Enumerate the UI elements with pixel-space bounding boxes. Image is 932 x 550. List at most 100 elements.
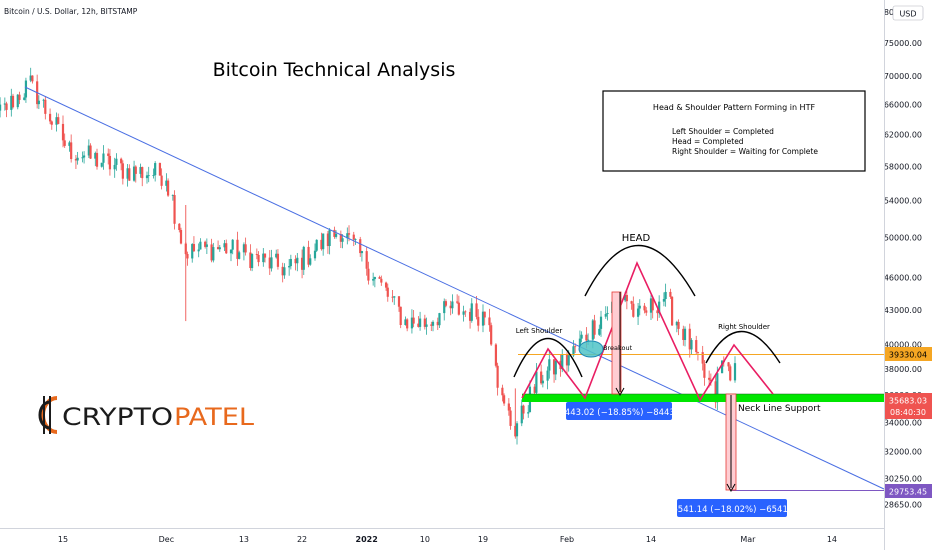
candle-body: [139, 167, 142, 174]
candle-body: [580, 334, 583, 339]
measure-1-box[interactable]: [611, 291, 622, 395]
left-shoulder-arc: [513, 337, 583, 378]
candle-body: [727, 362, 730, 367]
candle-body: [347, 233, 351, 235]
y-tick-label: 70000.00: [884, 72, 922, 81]
candle-body: [192, 244, 196, 252]
candle-body: [574, 346, 577, 348]
candle-body: [716, 373, 719, 403]
neckline-label: Neck Line Support: [738, 404, 821, 414]
candle-body: [289, 258, 292, 267]
x-tick-label: Dec: [159, 535, 174, 544]
candle-body: [346, 233, 349, 239]
time-axis[interactable]: 15 Dec 13 22 2022 10 19 Feb 14 Mar 14: [58, 535, 837, 544]
candle-body: [645, 310, 648, 313]
candle-body: [431, 321, 435, 326]
candle-body: [501, 387, 504, 396]
candle-body: [490, 325, 493, 345]
candle-body: [263, 253, 267, 258]
candle-body: [313, 250, 317, 259]
candle-body: [443, 301, 446, 314]
candle-body: [55, 117, 58, 125]
candle-body: [76, 157, 79, 161]
currency-badge[interactable]: [892, 5, 924, 21]
candle-body: [191, 244, 194, 259]
candle-body: [199, 241, 202, 250]
candle-body: [236, 239, 239, 259]
candle-body: [449, 305, 452, 309]
candle-body: [166, 180, 170, 196]
candle-body: [386, 287, 389, 297]
candle-body: [160, 175, 163, 186]
candle-body: [294, 258, 297, 264]
candle-body: [352, 234, 355, 240]
candle-body: [70, 142, 73, 160]
candle-body: [696, 352, 700, 353]
head-shoulders-zigzag[interactable]: [521, 260, 774, 402]
candle-body: [378, 277, 381, 279]
candle-body: [548, 359, 551, 371]
candle-body: [320, 239, 323, 250]
candle-body: [231, 239, 234, 250]
candle-body: [275, 253, 278, 258]
candle-body: [326, 233, 330, 247]
y-tick-label: 34000.00: [884, 418, 922, 427]
measure-1-arrowhead: [615, 387, 625, 397]
candle-body: [664, 291, 667, 300]
candle-body: [669, 291, 672, 297]
candle-body: [283, 267, 286, 276]
measure-1-label: −8443.02 (−18.85%) −844302: [552, 408, 685, 418]
candle-body: [359, 239, 362, 254]
x-tick-label: 22: [297, 535, 307, 544]
candle-body: [270, 257, 273, 269]
x-tick-label: 2022: [356, 535, 378, 544]
right-shoulder-label: Right Shoulder: [718, 323, 770, 331]
candle-body: [341, 238, 344, 242]
candle-body: [238, 252, 241, 259]
candle-body: [57, 117, 60, 124]
candle-body: [554, 360, 557, 375]
candle-body: [288, 266, 291, 268]
x-tick-label: 15: [58, 535, 68, 544]
candle-body: [42, 99, 45, 101]
y-tick-label: 32000.00: [884, 447, 922, 456]
candle-body: [276, 253, 280, 267]
candle-body: [108, 155, 112, 170]
candle-body: [483, 311, 486, 318]
candle-body: [100, 162, 103, 167]
candle-body: [216, 247, 220, 250]
candle-body: [604, 314, 607, 317]
candle-body: [3, 103, 6, 105]
price-axis[interactable]: 80000.0075000.0070000.0066000.0062000.00…: [884, 8, 922, 509]
candle-body: [591, 320, 594, 340]
candle-body: [244, 244, 247, 253]
candle-body: [701, 352, 704, 364]
candle-body: [456, 301, 459, 303]
candle-body: [430, 324, 433, 326]
descending-trendline[interactable]: [24, 86, 885, 490]
head-arc: [584, 244, 696, 297]
breakout-marker[interactable]: [578, 340, 604, 358]
candle-body: [477, 316, 480, 326]
y-tick-label: 50000.00: [884, 233, 922, 242]
candle-body: [599, 316, 603, 329]
candle-body: [102, 153, 105, 163]
y-tick-label: 75000.00: [884, 39, 922, 48]
head-label: HEAD: [622, 233, 651, 244]
candle-body: [690, 340, 693, 350]
neckline-support-zone[interactable]: [522, 394, 884, 402]
candle-body: [625, 294, 628, 302]
candle-body: [229, 249, 233, 254]
candle-body: [178, 223, 181, 230]
candle-body: [210, 244, 213, 261]
candle-body: [128, 168, 131, 181]
resistance-price-text: 39330.04: [889, 351, 927, 360]
info-box-line-2: Head = Completed: [672, 137, 744, 146]
candle-body: [61, 123, 65, 141]
candle-body: [729, 366, 732, 381]
candle-body: [438, 313, 441, 326]
candle-body: [464, 311, 467, 313]
candle-body: [515, 423, 519, 437]
candle-body: [714, 381, 717, 403]
